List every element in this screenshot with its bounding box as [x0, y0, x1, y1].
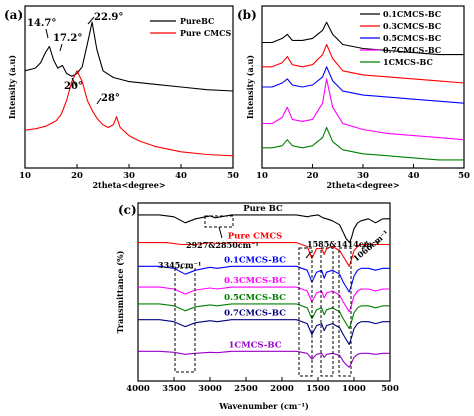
panel-c-ftir: (c) Transmittance (%) Wavenumber (cm⁻¹) …	[115, 202, 399, 411]
panel-c-ylabel: Transmittance (%)	[115, 250, 125, 333]
xtick-label-10: 10	[256, 171, 268, 181]
arrow-1066	[361, 240, 368, 250]
xtick-label-4000: 4000	[126, 384, 150, 394]
series-line-0-7cmcs-bc	[138, 319, 390, 345]
xtick-label-20: 20	[307, 171, 319, 181]
peak-label-17-2: 17.2°	[53, 33, 82, 44]
panel-c-frame	[137, 202, 391, 382]
label-1585-1414: 1585&1414cm⁻¹	[307, 239, 380, 249]
peak-arrow-14-7	[45, 28, 49, 39]
xtick-label-10: 10	[19, 171, 31, 181]
peak-arrow-17-2	[59, 43, 63, 52]
panel-a-legend: PureBC Pure CMCS	[150, 16, 232, 38]
legend-label-0-5cmcs-bc: 0.5CMCS-BC	[383, 33, 441, 43]
panel-a-xrd-pure: (a) Intensity (a.u) 2theta<degree> 10 20 3…	[4, 5, 239, 190]
curve-label-0-7cmcs-bc: 0.7CMCS-BC	[224, 309, 286, 319]
peak-label-20: 20°	[64, 81, 83, 92]
box-1585	[298, 247, 313, 377]
series-line-0-3cmcs-bc	[262, 43, 465, 84]
xtick-label-3000: 3000	[198, 384, 222, 394]
xtick-label-1500: 1500	[306, 384, 330, 394]
panel-a-xticks: 10 20 30 40 50	[19, 164, 239, 181]
series-line-1cmcs-bc	[262, 126, 464, 161]
series-line-pure-cmcs	[24, 70, 234, 157]
peak-arrow-20	[71, 77, 77, 87]
legend-label-purebc: PureBC	[180, 16, 214, 26]
legend-label-0-3cmcs-bc: 0.3CMCS-BC	[383, 21, 441, 31]
xtick-label-50: 50	[458, 171, 470, 181]
panel-b-xrd-composites: (b) Intensity (a.u) 2theta<degree> 10 20 3…	[237, 5, 470, 190]
arrow-1585	[305, 251, 312, 259]
panel-a-series	[24, 21, 234, 157]
peak-label-22-9: 22.9°	[94, 12, 123, 23]
xtick-label-40: 40	[408, 171, 420, 181]
series-line-0-7cmcs-bc	[262, 78, 465, 141]
peak-label-14-7: 14.7°	[27, 18, 56, 29]
series-line-0-1cmcs-bc	[138, 265, 390, 293]
legend-label-1cmcs-bc: 1CMCS-BC	[383, 57, 433, 67]
xtick-label-40: 40	[175, 171, 187, 181]
panel-b-ylabel: Intensity (a.u)	[245, 55, 255, 119]
series-line-1cmcs-bc	[138, 350, 390, 368]
series-line-0-1cmcs-bc	[262, 21, 464, 56]
series-line-0-5cmcs-bc	[138, 303, 390, 330]
xtick-label-3500: 3500	[162, 384, 186, 394]
curve-label-pure-bc: Pure BC	[243, 204, 283, 214]
peak-arrow-28	[96, 97, 102, 105]
curve-label-0-3cmcs-bc: 0.3CMCS-BC	[224, 276, 286, 286]
box-1066	[338, 247, 352, 377]
curve-label-pure-cmcs: Pure CMCS	[228, 232, 283, 242]
panel-b-legend: 0.1CMCS-BC 0.3CMCS-BC 0.5CMCS-BC 0.7CMCS…	[360, 9, 441, 67]
panel-c-xticks: 4000 3500 3000 2500 2000 1500 1000 500	[126, 377, 399, 394]
box-1414	[320, 247, 334, 377]
curve-label-1cmcs-bc: 1CMCS-BC	[229, 340, 282, 350]
panel-b-xlabel: 2theta<degree>	[326, 180, 399, 190]
panel-a-label: (a)	[4, 8, 23, 22]
series-line-pure-cmcs	[138, 242, 390, 267]
legend-label-0-7cmcs-bc: 0.7CMCS-BC	[383, 45, 441, 55]
box-3345	[174, 267, 196, 373]
xtick-label-2500: 2500	[234, 384, 258, 394]
panel-b-xticks: 10 20 30 40 50	[256, 164, 470, 181]
panel-c-series-labels: Pure BC Pure CMCS 0.1CMCS-BC 0.3CMCS-BC 0.5C…	[224, 204, 286, 350]
xtick-label-30: 30	[123, 171, 135, 181]
arrow-2927-2850	[218, 226, 223, 239]
series-line-0-3cmcs-bc	[138, 286, 390, 313]
panel-a-xlabel: 2theta<degree>	[92, 180, 165, 190]
legend-label-0-1cmcs-bc: 0.1CMCS-BC	[383, 9, 441, 19]
label-2927-2850: 2927&2850cm⁻¹	[186, 240, 259, 250]
series-line-purebc	[24, 21, 234, 92]
panel-b-label: (b)	[237, 8, 257, 22]
panel-c-label: (c)	[118, 203, 137, 217]
label-3345: 3345cm⁻¹	[158, 260, 201, 270]
curve-label-0-5cmcs-bc: 0.5CMCS-BC	[224, 293, 286, 303]
xtick-label-2000: 2000	[270, 384, 294, 394]
panel-a-ylabel: Intensity (a.u)	[7, 55, 17, 119]
curve-label-0-1cmcs-bc: 0.1CMCS-BC	[224, 255, 286, 265]
panel-b-series	[262, 21, 465, 161]
panel-a-annotations: 14.7° 17.2° 22.9° 20° 28°	[27, 12, 123, 105]
xtick-label-30: 30	[357, 171, 369, 181]
panel-c-xlabel: Wavenumber (cm⁻¹)	[218, 401, 309, 411]
legend-label-purecmcs: Pure CMCS	[180, 28, 232, 38]
series-line-0-5cmcs-bc	[262, 66, 465, 104]
xtick-label-1000: 1000	[342, 384, 366, 394]
xtick-label-500: 500	[381, 384, 399, 394]
peak-label-28: 28°	[101, 93, 120, 104]
peak-arrow-22-9	[87, 16, 95, 25]
xtick-label-20: 20	[71, 171, 83, 181]
xtick-label-50: 50	[227, 171, 239, 181]
